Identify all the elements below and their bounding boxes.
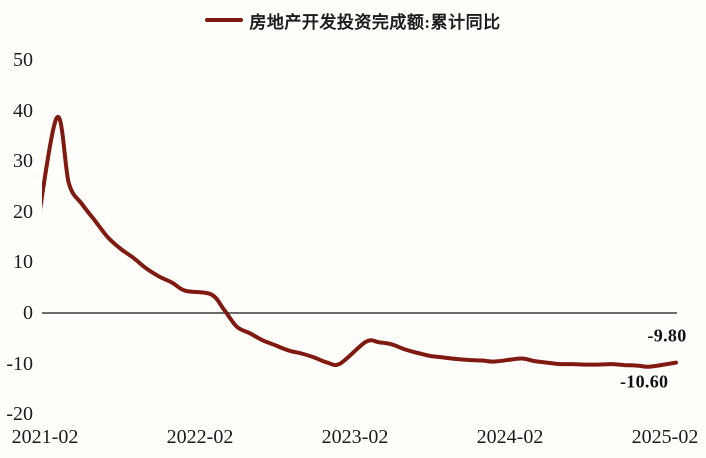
x-axis-tick-label: 2023-02 xyxy=(321,426,389,448)
x-axis-tick-label: 2024-02 xyxy=(476,426,544,448)
y-axis-tick-label: 40 xyxy=(13,99,33,122)
data-label: -9.80 xyxy=(647,325,687,346)
x-axis-tick-label: 2021-02 xyxy=(11,426,79,448)
series-line xyxy=(42,114,678,369)
x-axis-tick-label: 2025-02 xyxy=(631,426,699,448)
y-axis-tick-label: 20 xyxy=(13,200,33,223)
y-axis-tick-label: -20 xyxy=(6,403,33,426)
y-axis-tick-label: 50 xyxy=(13,49,33,72)
y-axis-tick-label: 30 xyxy=(13,150,33,173)
data-label: -10.60 xyxy=(620,371,669,392)
y-axis-tick-label: -10 xyxy=(6,352,33,375)
legend-label: 房地产开发投资完成额:累计同比 xyxy=(249,12,501,32)
y-axis-tick-label: 10 xyxy=(13,251,33,274)
y-axis-tick-label: 0 xyxy=(23,302,33,324)
x-axis-tick-label: 2022-02 xyxy=(166,426,234,448)
legend: 房地产开发投资完成额:累计同比 xyxy=(0,9,706,32)
legend-line-marker xyxy=(205,18,244,22)
